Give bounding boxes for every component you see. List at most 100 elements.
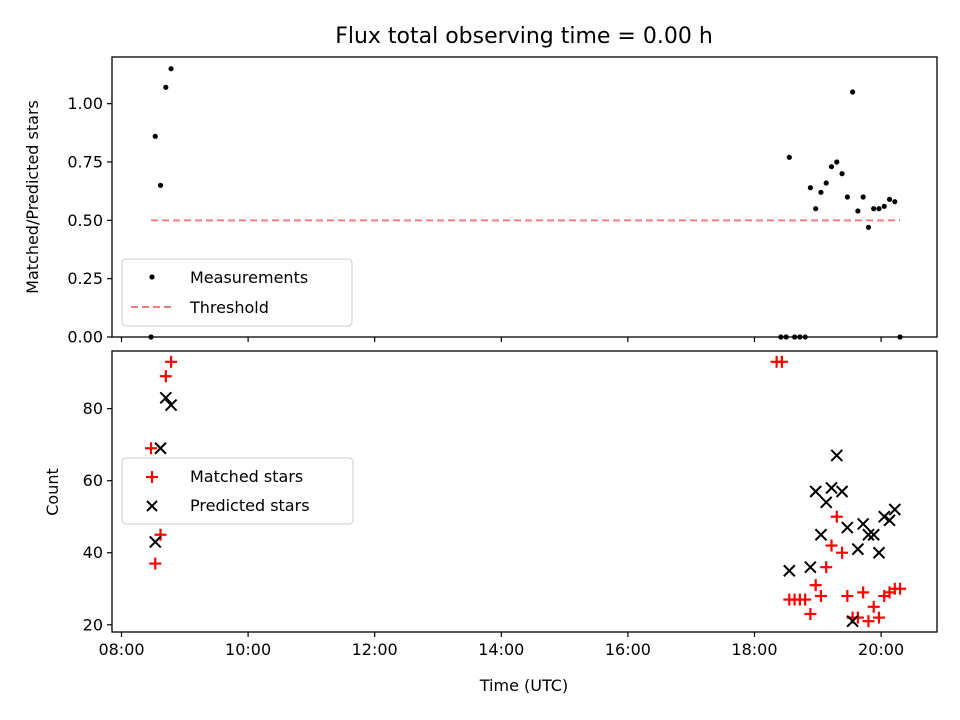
legend-predicted-marker [146, 500, 158, 512]
predicted-stars-point [841, 521, 854, 534]
measurement-point [839, 171, 845, 177]
bottom-y-tick-label: 20 [83, 615, 103, 634]
matched-stars-point [851, 611, 864, 624]
matched-stars-point [836, 546, 849, 559]
x-tick-label: 08:00 [98, 640, 144, 659]
predicted-stars-point [159, 391, 173, 405]
bottom-legend: Matched stars Predicted stars [121, 457, 354, 525]
matched-stars-point [165, 355, 178, 368]
predicted-stars-point [814, 528, 828, 541]
predicted-stars-point [835, 485, 849, 498]
matched-stars-point [154, 528, 167, 541]
measurement-point [865, 224, 872, 230]
x-tick-label: 20:00 [858, 640, 904, 659]
bottom-x-axis-ticks: 08:00 10:00 12:00 14:00 16:00 18:00 20:00 [98, 632, 904, 659]
predicted-stars-point [851, 542, 865, 556]
matched-stars-point [809, 579, 822, 592]
predicted-stars-point [820, 496, 833, 509]
measurement-point [855, 208, 861, 214]
top-chart-title: Flux total observing time = 0.00 h [335, 24, 713, 49]
measurement-point [163, 84, 169, 90]
measurement-point [844, 194, 850, 200]
matched-stars-point [857, 586, 870, 599]
bottom-y-tick-label: 40 [83, 543, 103, 562]
top-y-tick-label: 0.00 [67, 328, 103, 347]
top-y-axis-label: Matched/Predicted stars [23, 100, 42, 294]
predicted-stars-point [783, 564, 796, 577]
top-y-tick-label: 0.50 [67, 211, 103, 230]
matched-stars-point [825, 539, 838, 552]
legend-matched-label: Matched stars [190, 467, 303, 486]
matched-stars-point [814, 589, 827, 602]
predicted-stars-point [872, 546, 886, 559]
top-legend: Measurements Threshold [121, 258, 353, 327]
predicted-stars-point [149, 535, 162, 549]
measurement-point [157, 182, 164, 188]
bottom-legend-box [121, 457, 354, 525]
matched-stars-point [867, 600, 880, 613]
legend-predicted-label: Predicted stars [190, 496, 310, 515]
bottom-marks [145, 355, 907, 628]
bottom-axes-frame [111, 350, 938, 633]
bottom-y-axis-ticks: 20 40 60 80 [83, 399, 112, 634]
top-y-tick-label: 1.00 [67, 94, 103, 113]
measurement-point [828, 164, 835, 170]
x-tick-label: 18:00 [731, 640, 777, 659]
bottom-y-axis-label: Count [43, 468, 62, 516]
top-marks [148, 66, 903, 340]
x-tick-label: 10:00 [225, 640, 271, 659]
predicted-stars-point [862, 528, 875, 541]
matched-stars-point [145, 442, 158, 455]
legend-measurements-label: Measurements [190, 268, 308, 287]
measurement-point [152, 133, 158, 139]
predicted-stars-point [856, 517, 870, 531]
legend-threshold-label: Threshold [189, 298, 269, 317]
top-legend-box [121, 258, 353, 327]
predicted-stars-point [164, 398, 178, 412]
matched-stars-point [159, 370, 172, 383]
matched-stars-point [775, 355, 788, 368]
measurement-point [786, 154, 792, 160]
matched-stars-point [830, 510, 843, 523]
predicted-stars-point [804, 560, 817, 574]
matched-stars-point [799, 593, 812, 606]
measurement-point [850, 89, 856, 95]
top-y-axis-ticks: 0.00 0.25 0.50 0.75 1.00 [67, 94, 112, 347]
measurement-point [881, 203, 887, 209]
matched-stars-point [862, 615, 875, 628]
measurement-point [871, 206, 877, 212]
matched-stars-point [149, 557, 162, 570]
predicted-stars-point [878, 510, 891, 523]
measurement-point [807, 185, 814, 191]
x-tick-label: 12:00 [352, 640, 398, 659]
top-panel: 0.00 0.25 0.50 0.75 1.00 Matched/Predicted s… [23, 56, 938, 347]
x-tick-label: 16:00 [605, 640, 651, 659]
bottom-x-axis-label: Time (UTC) [479, 676, 568, 695]
matched-stars-point [841, 589, 854, 602]
matched-stars-point [894, 582, 907, 595]
matched-stars-point [872, 611, 885, 624]
predicted-stars-point [883, 514, 896, 527]
x-tick-label: 14:00 [478, 640, 524, 659]
measurement-point [823, 180, 829, 186]
predicted-stars-point [809, 485, 822, 498]
measurement-point [834, 159, 840, 165]
predicted-stars-point [830, 449, 843, 462]
measurement-point [860, 194, 866, 200]
bottom-panel: 20 40 60 80 08:00 10:00 12:00 14:00 16:00 18:00 2… [43, 350, 938, 695]
legend-measurements-marker [149, 274, 155, 280]
predicted-stars-point [825, 481, 838, 495]
measurement-point [892, 199, 898, 205]
matched-stars-point [820, 561, 833, 574]
predicted-stars-point [154, 442, 167, 455]
measurement-point [813, 206, 819, 212]
measurement-point [876, 206, 882, 212]
top-y-tick-label: 0.25 [67, 269, 103, 288]
matched-stars-point [804, 607, 817, 620]
predicted-stars-point [846, 614, 859, 628]
measurement-point [886, 196, 893, 202]
predicted-stars-point [888, 503, 902, 516]
bottom-y-tick-label: 80 [83, 399, 103, 418]
